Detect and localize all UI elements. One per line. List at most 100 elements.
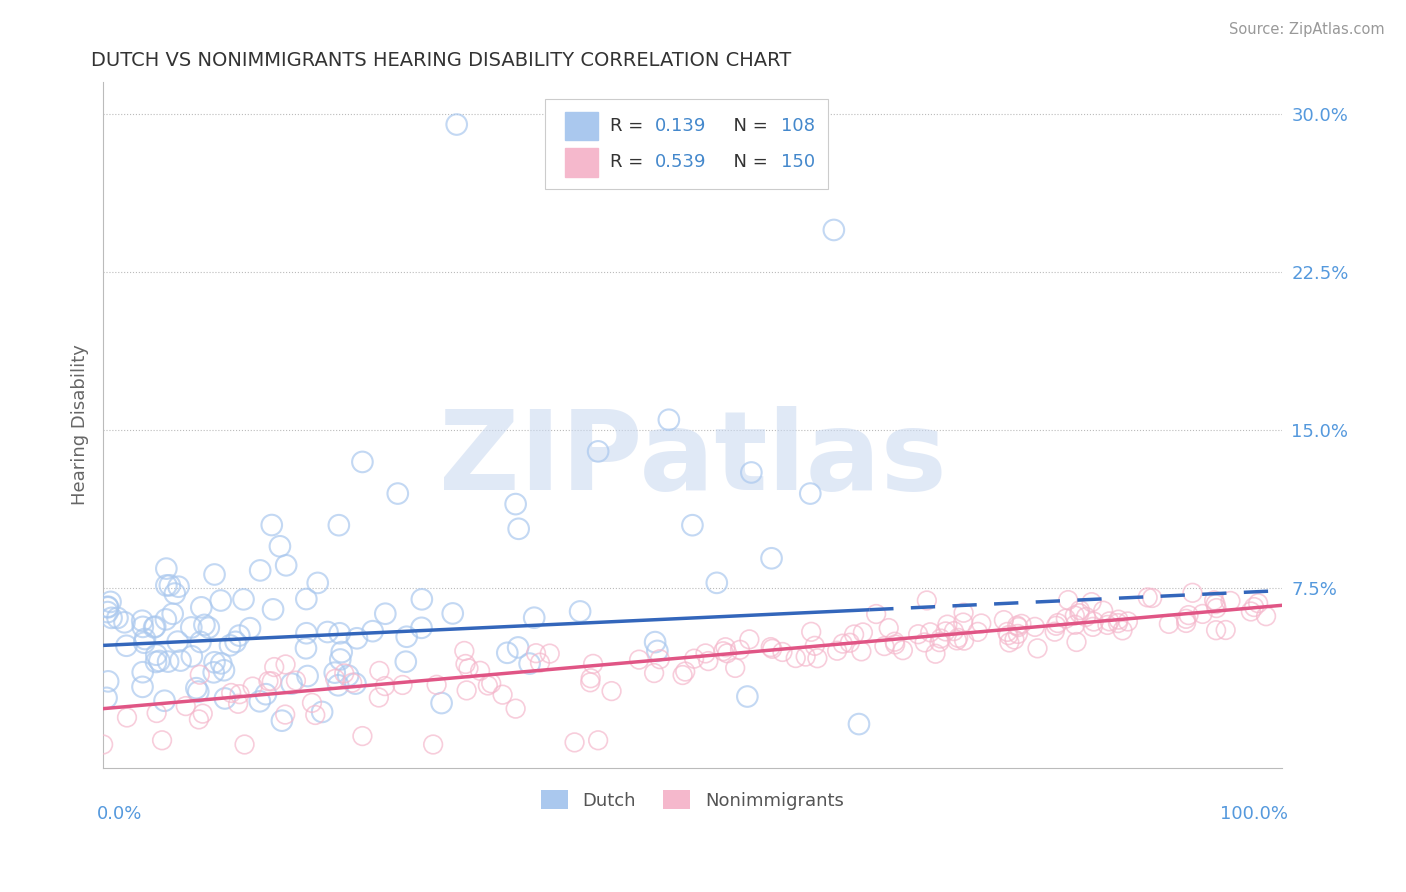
Point [851, 644, 873, 658]
Point [330, 645, 353, 659]
Point [209, 593, 232, 607]
Point [883, 634, 905, 648]
Point [368, 664, 391, 678]
Point [242, 680, 264, 694]
Point [519, 657, 541, 671]
Point [1064, 617, 1087, 632]
Point [91, 738, 114, 752]
Point [1107, 613, 1129, 627]
Point [340, 675, 363, 690]
Point [936, 617, 959, 632]
Point [600, 684, 623, 698]
Point [673, 665, 696, 679]
Point [582, 657, 605, 671]
Point [197, 621, 219, 635]
Point [274, 707, 297, 722]
Point [1205, 624, 1227, 638]
Point [323, 665, 346, 680]
Point [1081, 620, 1104, 634]
Point [852, 625, 875, 640]
Point [301, 696, 323, 710]
Point [274, 657, 297, 672]
Point [508, 640, 530, 655]
Point [430, 696, 453, 710]
Point [671, 668, 693, 682]
Point [96, 690, 118, 705]
Point [524, 646, 547, 660]
Point [232, 592, 254, 607]
Point [269, 539, 291, 553]
Point [180, 620, 202, 634]
Point [249, 563, 271, 577]
Point [799, 486, 821, 500]
Point [1191, 607, 1213, 621]
Point [1254, 609, 1277, 624]
Point [586, 733, 609, 747]
Point [1111, 624, 1133, 638]
Point [346, 632, 368, 646]
Point [422, 738, 444, 752]
Point [202, 665, 225, 680]
Point [150, 733, 173, 747]
Point [260, 518, 283, 533]
Point [823, 223, 845, 237]
Point [579, 675, 602, 690]
Point [297, 669, 319, 683]
Text: 100.0%: 100.0% [1219, 805, 1288, 823]
Point [100, 611, 122, 625]
Point [738, 632, 761, 647]
Point [1205, 601, 1227, 615]
Point [891, 643, 914, 657]
Point [446, 118, 468, 132]
Point [1004, 632, 1026, 647]
Point [1043, 624, 1066, 639]
Text: 150: 150 [780, 153, 815, 171]
Point [1080, 595, 1102, 609]
Point [914, 635, 936, 649]
Point [564, 735, 586, 749]
Point [643, 666, 665, 681]
Point [1007, 620, 1029, 634]
Point [803, 639, 825, 653]
Point [1219, 594, 1241, 608]
Point [569, 604, 592, 618]
Point [169, 654, 191, 668]
Point [658, 413, 681, 427]
Point [228, 629, 250, 643]
Point [426, 678, 449, 692]
Point [457, 661, 479, 675]
Point [395, 655, 418, 669]
Point [538, 647, 561, 661]
Point [145, 706, 167, 720]
Text: 0.539: 0.539 [655, 153, 706, 171]
Point [1074, 610, 1097, 624]
Point [1204, 593, 1226, 607]
Point [276, 558, 298, 573]
Point [97, 605, 120, 619]
Point [505, 497, 527, 511]
Bar [565, 148, 598, 177]
Point [254, 687, 277, 701]
Point [966, 624, 988, 639]
Point [166, 634, 188, 648]
Point [924, 647, 946, 661]
Point [1116, 615, 1139, 629]
Point [180, 649, 202, 664]
Point [1069, 603, 1091, 617]
Point [131, 680, 153, 694]
Point [1175, 612, 1198, 626]
Point [97, 674, 120, 689]
Text: ZIPatlas: ZIPatlas [439, 406, 946, 513]
Point [214, 691, 236, 706]
Point [479, 676, 502, 690]
Point [523, 610, 546, 624]
Point [915, 593, 938, 607]
Point [772, 645, 794, 659]
Point [159, 578, 181, 592]
Point [374, 607, 396, 621]
Point [1247, 596, 1270, 610]
Point [167, 580, 190, 594]
Point [131, 614, 153, 628]
Point [145, 655, 167, 669]
Point [188, 667, 211, 681]
